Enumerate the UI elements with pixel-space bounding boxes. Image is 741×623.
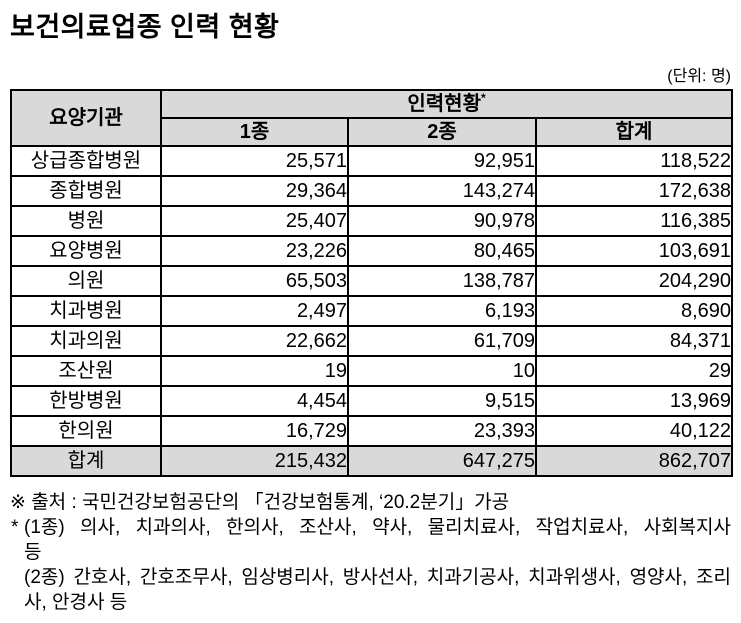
type2-cell: 9,515 bbox=[347, 385, 537, 417]
type2-definition-line: (2종) 간호사, 간호조무사, 임상병리사, 방사선사, 치과기공사, 치과위… bbox=[24, 567, 731, 588]
total-label-cell: 합계 bbox=[10, 445, 162, 477]
table-row: 치과병원 2,497 6,193 8,690 bbox=[10, 295, 734, 327]
type2-cell: 6,193 bbox=[347, 295, 537, 327]
type1-cell: 4,454 bbox=[160, 385, 349, 417]
type1-cell: 25,571 bbox=[160, 145, 349, 177]
footnotes: ※ 출처 : 국민건강보험공단의 「건강보험통계, ‘20.2분기」가공 * (… bbox=[10, 490, 731, 615]
sum-cell: 29 bbox=[534, 355, 734, 387]
header-row-group: 요양기관 인력현황* bbox=[10, 89, 734, 147]
type1-cell: 2,497 bbox=[160, 295, 349, 327]
type2-cell: 10 bbox=[347, 355, 537, 387]
header-row-types: 1종 2종 합계 bbox=[11, 117, 734, 147]
table-total-row: 합계 215,432 647,275 862,707 bbox=[10, 445, 734, 477]
type2-cell: 90,978 bbox=[347, 205, 537, 237]
type2-definition-cont: 사, 안경사 등 bbox=[24, 592, 128, 613]
table-row: 병원 25,407 90,978 116,385 bbox=[10, 205, 734, 237]
table-row: 요양병원 23,226 80,465 103,691 bbox=[10, 235, 734, 267]
sum-cell: 103,691 bbox=[534, 235, 734, 267]
institution-cell: 병원 bbox=[10, 205, 162, 237]
type2-cell: 23,393 bbox=[347, 415, 537, 447]
type1-cell: 19 bbox=[160, 355, 349, 387]
personnel-table: 요양기관 인력현황* 1종 2종 합계 상급종합병원 25,571 92,951… bbox=[10, 89, 734, 477]
type2-cell: 138,787 bbox=[347, 265, 537, 297]
total-type1-cell: 215,432 bbox=[160, 445, 349, 477]
page-title: 보건의료업종 인력 현황 bbox=[10, 12, 280, 42]
sum-cell: 172,638 bbox=[534, 175, 734, 207]
header-personnel-group: 인력현황* bbox=[159, 89, 734, 119]
institution-cell: 치과병원 bbox=[10, 295, 162, 327]
header-institution: 요양기관 bbox=[10, 89, 162, 147]
table-row: 상급종합병원 25,571 92,951 118,522 bbox=[10, 145, 734, 177]
institution-cell: 의원 bbox=[10, 265, 162, 297]
header-type1: 1종 bbox=[160, 117, 349, 147]
table-row: 한방병원 4,454 9,515 13,969 bbox=[10, 385, 734, 417]
sum-cell: 84,371 bbox=[534, 325, 734, 357]
total-sum-cell: 862,707 bbox=[534, 445, 734, 477]
type2-cell: 61,709 bbox=[347, 325, 537, 357]
table-body: 상급종합병원 25,571 92,951 118,522 종합병원 29,364… bbox=[10, 145, 734, 477]
asterisk-marker: * bbox=[11, 517, 19, 538]
type1-definition-line: (1종) 의사, 치과의사, 한의사, 조산사, 약사, 물리치료사, 작업치료… bbox=[24, 517, 731, 538]
header-type2: 2종 bbox=[347, 117, 537, 147]
type1-cell: 22,662 bbox=[160, 325, 349, 357]
sum-cell: 116,385 bbox=[534, 205, 734, 237]
source-note: ※ 출처 : 국민건강보험공단의 「건강보험통계, ‘20.2분기」가공 bbox=[10, 492, 510, 513]
sum-cell: 40,122 bbox=[534, 415, 734, 447]
header-sum: 합계 bbox=[534, 117, 734, 147]
type1-cell: 29,364 bbox=[160, 175, 349, 207]
type1-cell: 65,503 bbox=[160, 265, 349, 297]
table-header: 요양기관 인력현황* 1종 2종 합계 bbox=[10, 89, 734, 147]
sum-cell: 13,969 bbox=[534, 385, 734, 417]
institution-cell: 한방병원 bbox=[10, 385, 162, 417]
institution-cell: 치과의원 bbox=[10, 325, 162, 357]
table-row: 의원 65,503 138,787 204,290 bbox=[10, 265, 734, 297]
table-row: 종합병원 29,364 143,274 172,638 bbox=[10, 175, 734, 207]
institution-cell: 종합병원 bbox=[10, 175, 162, 207]
header-personnel-label: 인력현황 bbox=[407, 93, 481, 115]
type1-cell: 25,407 bbox=[160, 205, 349, 237]
sum-cell: 118,522 bbox=[534, 145, 734, 177]
total-type2-cell: 647,275 bbox=[347, 445, 537, 477]
type1-cell: 16,729 bbox=[160, 415, 349, 447]
footnote-asterisk: * bbox=[480, 91, 486, 105]
sum-cell: 8,690 bbox=[534, 295, 734, 327]
sum-cell: 204,290 bbox=[534, 265, 734, 297]
type1-definition-cont: 등 bbox=[24, 542, 42, 563]
institution-cell: 요양병원 bbox=[10, 235, 162, 267]
institution-cell: 상급종합병원 bbox=[10, 145, 162, 177]
type2-cell: 92,951 bbox=[347, 145, 537, 177]
table-row: 한의원 16,729 23,393 40,122 bbox=[10, 415, 734, 447]
table-row: 치과의원 22,662 61,709 84,371 bbox=[10, 325, 734, 357]
type2-cell: 80,465 bbox=[347, 235, 537, 267]
institution-cell: 한의원 bbox=[10, 415, 162, 447]
type1-cell: 23,226 bbox=[160, 235, 349, 267]
table-row: 조산원 19 10 29 bbox=[10, 355, 734, 387]
unit-label: (단위: 명) bbox=[667, 68, 731, 85]
definition-note: * (1종) 의사, 치과의사, 한의사, 조산사, 약사, 물리치료사, 작업… bbox=[10, 515, 731, 615]
type2-cell: 143,274 bbox=[347, 175, 537, 207]
institution-cell: 조산원 bbox=[10, 355, 162, 387]
